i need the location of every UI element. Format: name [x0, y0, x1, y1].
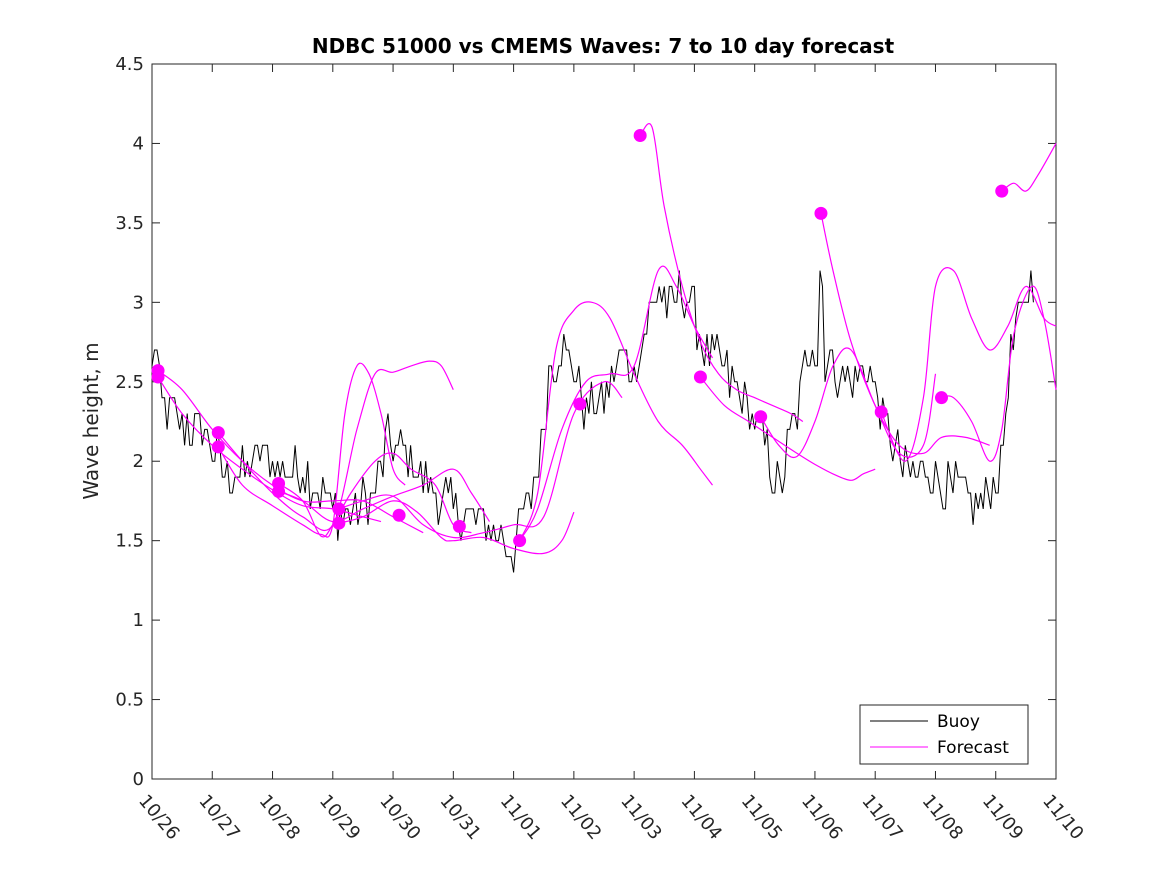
legend: Buoy Forecast	[859, 704, 1029, 765]
y-tick-label: 3.5	[115, 213, 144, 234]
forecast-start-marker	[332, 502, 346, 516]
forecast-series-line	[820, 213, 990, 455]
y-tick-label: 3	[133, 292, 144, 313]
forecast-series-line	[941, 285, 1057, 462]
forecast-start-marker	[995, 184, 1009, 198]
forecast-start-marker	[693, 370, 707, 384]
forecast-start-marker	[633, 129, 647, 142]
chart-title: NDBC 51000 vs CMEMS Waves: 7 to 10 day f…	[312, 34, 895, 58]
y-tick-label: 4	[133, 133, 144, 154]
legend-box	[859, 704, 1029, 765]
forecast-start-marker	[151, 370, 165, 384]
forecast-series-line	[519, 301, 713, 541]
forecast-start-marker	[211, 440, 225, 454]
legend-forecast-label: Forecast	[937, 738, 1009, 758]
forecast-series-line	[1001, 143, 1057, 192]
forecast-series-line	[699, 376, 876, 481]
forecast-series-line	[278, 452, 472, 538]
forecast-start-marker	[513, 534, 527, 548]
forecast-start-marker	[452, 519, 466, 533]
legend-buoy-label: Buoy	[937, 712, 980, 732]
forecast-start-marker	[272, 484, 286, 498]
forecast-series-line	[217, 362, 406, 538]
forecast-start-marker	[211, 426, 225, 440]
y-tick-label: 0	[133, 769, 144, 790]
y-tick-label: 1	[133, 610, 144, 631]
y-tick-label: 4.5	[115, 54, 144, 75]
forecast-start-marker	[934, 391, 948, 405]
y-tick-label: 2	[133, 451, 144, 472]
forecast-start-marker	[754, 410, 768, 424]
forecast-series-line	[338, 500, 575, 555]
y-tick-label: 2.5	[115, 372, 144, 393]
y-tick-label: 1.5	[115, 531, 144, 552]
axes-frame	[151, 63, 1057, 780]
y-tick-label: 0.5	[115, 690, 144, 711]
y-axis-label: Wave height, m	[79, 342, 103, 499]
forecast-start-marker	[573, 397, 587, 411]
forecast-start-marker	[332, 516, 346, 530]
forecast-start-marker	[874, 405, 888, 419]
forecast-start-marker	[392, 508, 406, 522]
forecast-series-line	[519, 265, 714, 542]
forecast-start-marker	[814, 206, 828, 220]
forecast-series-line	[760, 347, 937, 459]
forecast-series-line	[217, 360, 454, 532]
forecast-series-line	[639, 122, 804, 423]
